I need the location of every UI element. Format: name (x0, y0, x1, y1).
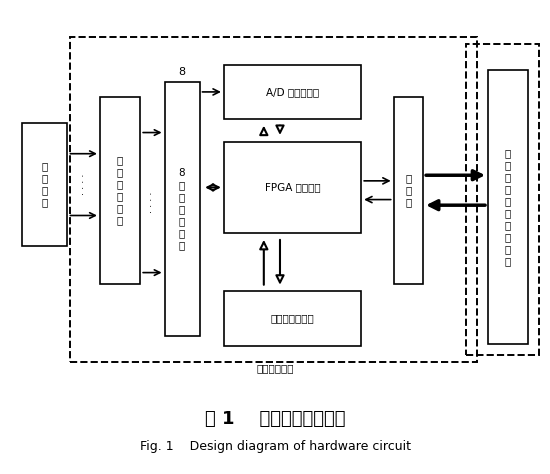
Text: · · · ·: · · · · (79, 174, 89, 195)
Bar (224, 292, 361, 346)
Text: 8
通
道
模
拟
开
关: 8 通 道 模 拟 开 关 (179, 168, 185, 250)
Bar (394, 97, 424, 284)
Bar (488, 71, 529, 344)
Text: 上
位
机
（
监
控
计
算
机
）: 上 位 机 （ 监 控 计 算 机 ） (505, 148, 512, 266)
Bar (224, 65, 361, 119)
Text: A/D 模数转换器: A/D 模数转换器 (266, 87, 319, 97)
Text: FPGA 主控单元: FPGA 主控单元 (265, 182, 320, 192)
Text: Fig. 1    Design diagram of hardware circuit: Fig. 1 Design diagram of hardware circui… (140, 440, 410, 453)
Bar (70, 36, 477, 363)
Bar (466, 44, 539, 355)
Text: 采集控制模板: 采集控制模板 (256, 363, 294, 373)
Text: 信
号
调
理
电
路: 信 号 调 理 电 路 (117, 155, 123, 225)
Bar (224, 142, 361, 233)
Text: 8: 8 (178, 67, 185, 77)
Bar (164, 82, 200, 336)
Text: 图 1    硬件电路设计框图: 图 1 硬件电路设计框图 (205, 410, 345, 428)
Text: 单
片
机: 单 片 机 (405, 173, 411, 207)
Text: 模
拟
信
号: 模 拟 信 号 (41, 162, 48, 208)
Bar (21, 123, 68, 246)
Bar (100, 97, 140, 284)
Text: 大容量存储单元: 大容量存储单元 (271, 313, 315, 323)
Text: · · · ·: · · · · (147, 192, 157, 213)
